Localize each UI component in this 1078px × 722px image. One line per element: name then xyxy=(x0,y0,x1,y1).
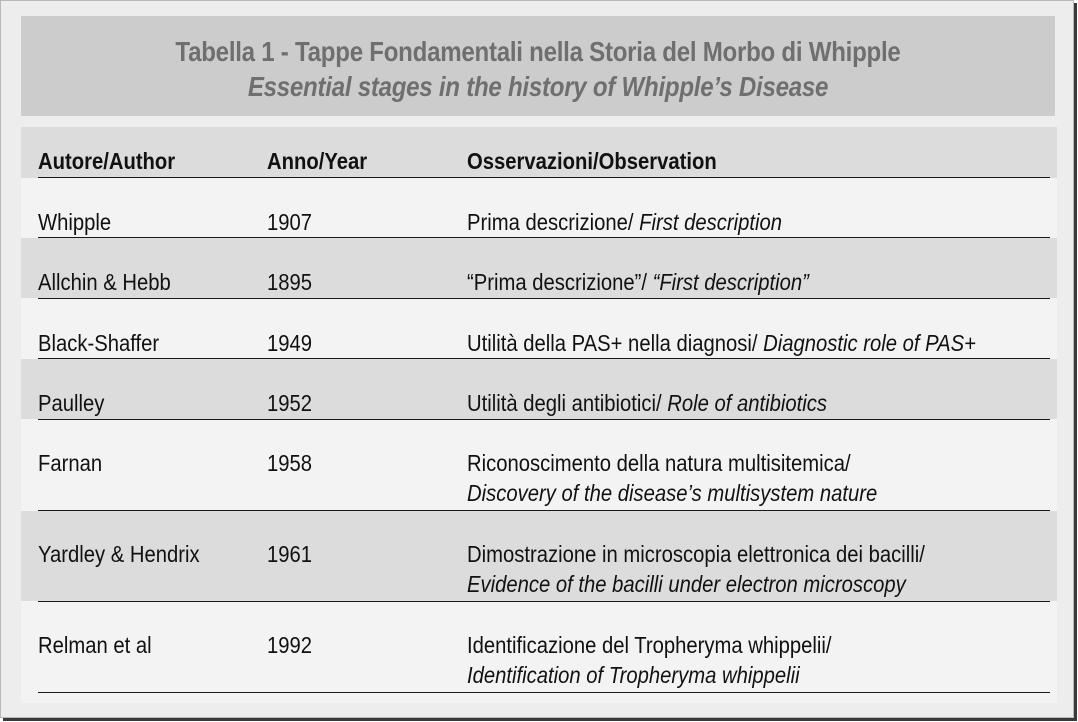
year-cell: 1907 xyxy=(267,209,313,235)
year-cell: 1895 xyxy=(267,269,313,295)
author-cell: Yardley & Hendrix xyxy=(38,541,200,567)
header-rule xyxy=(38,177,1050,178)
observation-cell: “Prima descrizione”/ “First description” xyxy=(467,269,809,296)
observation-cell: Prima descrizione/ First description xyxy=(467,209,782,236)
table-title-italian: Tabella 1 - Tappe Fondamentali nella Sto… xyxy=(175,36,901,67)
header-observation: Osservazioni/Observation xyxy=(467,148,717,174)
row-rule xyxy=(38,237,1050,238)
row-rule xyxy=(38,692,1050,693)
observation-english: Evidence of the bacilli under electron m… xyxy=(467,571,906,597)
row-rule xyxy=(38,358,1050,359)
row-rule xyxy=(38,419,1050,420)
header-year: Anno/Year xyxy=(267,148,368,174)
year-cell: 1992 xyxy=(267,632,313,658)
observation-italian: “Prima descrizione”/ xyxy=(467,269,653,295)
table-row: Yardley & Hendrix 1961 Dimostrazione in … xyxy=(21,511,1057,601)
observation-italian: Riconoscimento della natura multisitemic… xyxy=(467,450,851,476)
author-cell: Farnan xyxy=(38,450,103,476)
observation-english: Role of antibiotics xyxy=(667,390,828,416)
year-cell: 1952 xyxy=(267,390,313,416)
table-title-box: Tabella 1 - Tappe Fondamentali nella Sto… xyxy=(21,16,1055,116)
table-title-english: Essential stages in the history of Whipp… xyxy=(247,71,829,102)
observation-english: Diagnostic role of PAS+ xyxy=(763,330,976,356)
header-author: Autore/Author xyxy=(38,148,176,174)
observation-english: Identification of Tropheryma whippelii xyxy=(467,662,800,688)
table-row: Relman et al 1992 Identificazione del Tr… xyxy=(21,602,1057,692)
table-row: Black-Shaffer 1949 Utilità della PAS+ ne… xyxy=(21,299,1057,359)
observation-cell: Utilità degli antibiotici/ Role of antib… xyxy=(467,390,827,417)
row-rule xyxy=(38,601,1050,602)
history-table: Autore/Author Anno/Year Osservazioni/Obs… xyxy=(21,127,1057,703)
author-cell: Relman et al xyxy=(38,632,152,658)
year-cell: 1958 xyxy=(267,450,313,476)
observation-italian: Dimostrazione in microscopia elettronica… xyxy=(467,541,925,567)
table-row: Allchin & Hebb 1895 “Prima descrizione”/… xyxy=(21,238,1057,298)
year-cell: 1949 xyxy=(267,330,313,356)
table-row: Paulley 1952 Utilità degli antibiotici/ … xyxy=(21,359,1057,419)
observation-english: Discovery of the disease’s multisystem n… xyxy=(467,480,878,506)
header-row: Autore/Author Anno/Year Osservazioni/Obs… xyxy=(21,127,1057,178)
observation-italian: Utilità della PAS+ nella diagnosi/ xyxy=(467,330,764,356)
table-row: Whipple 1907 Prima descrizione/ First de… xyxy=(21,178,1057,238)
observation-italian: Identificazione del Tropheryma whippelii… xyxy=(467,632,832,658)
author-cell: Black-Shaffer xyxy=(38,330,160,356)
observation-cell: Utilità della PAS+ nella diagnosi/ Diagn… xyxy=(467,330,976,357)
author-cell: Paulley xyxy=(38,390,105,416)
year-cell: 1961 xyxy=(267,541,313,567)
observation-english: “First description” xyxy=(652,269,809,295)
observation-italian: Utilità degli antibiotici/ xyxy=(467,390,668,416)
row-rule xyxy=(38,510,1050,511)
observation-english: First description xyxy=(639,209,782,235)
table-row: Farnan 1958 Riconoscimento della natura … xyxy=(21,420,1057,510)
author-cell: Allchin & Hebb xyxy=(38,269,171,295)
author-cell: Whipple xyxy=(38,209,112,235)
observation-italian: Prima descrizione/ xyxy=(467,209,640,235)
row-rule xyxy=(38,298,1050,299)
